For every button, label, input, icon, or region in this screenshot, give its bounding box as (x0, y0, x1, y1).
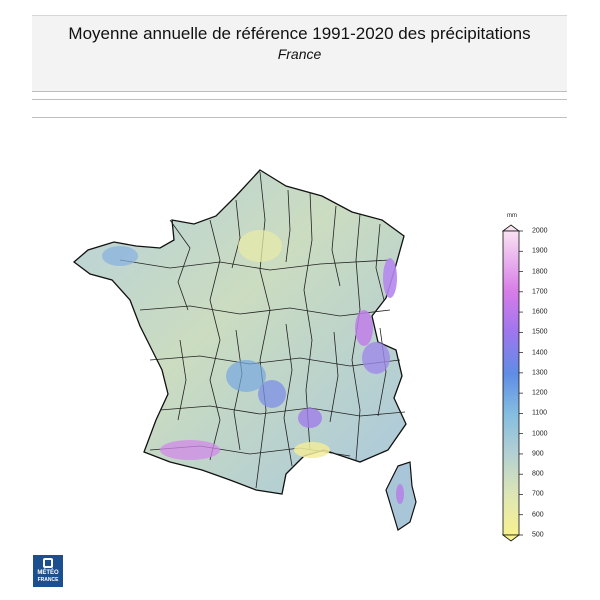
divider (32, 117, 567, 118)
legend-tick-label: 1300 (532, 369, 548, 377)
legend-tick-label: 1700 (532, 288, 548, 296)
legend-tick-label: 700 (532, 490, 544, 498)
legend-tick-label: 1400 (532, 349, 548, 357)
legend-top-arrow (501, 224, 521, 232)
logo-line1: MÉTÉO (37, 570, 59, 576)
legend-tick-label: 1100 (532, 409, 548, 417)
legend-tick-label: 900 (532, 450, 544, 458)
legend-tick-label: 2000 (532, 227, 548, 235)
page-subtitle: France (277, 46, 322, 62)
legend-tick-label: 1800 (532, 268, 548, 276)
header-panel: Moyenne annuelle de référence 1991-2020 … (32, 15, 567, 92)
legend-tick-label: 1000 (532, 430, 548, 438)
legend-tick-label: 600 (532, 511, 544, 519)
precipitation-legend (501, 224, 523, 542)
legend-tick-label: 1500 (532, 328, 548, 336)
logo-mark-icon (43, 558, 53, 568)
legend-tick-label: 1900 (532, 247, 548, 255)
legend-unit: mm (507, 213, 517, 219)
logo-line2: FRANCE (37, 577, 59, 583)
precipitation-map (72, 169, 417, 531)
page-title: Moyenne annuelle de référence 1991-2020 … (68, 24, 531, 43)
legend-tick-label: 800 (532, 470, 544, 478)
legend-tick-label: 1200 (532, 389, 548, 397)
meteo-france-logo: MÉTÉO FRANCE (33, 555, 63, 587)
high-precipitation-zones (102, 230, 397, 460)
legend-tick-label: 500 (532, 531, 544, 539)
mainland-france (72, 169, 407, 495)
legend-tick-label: 1600 (532, 308, 548, 316)
divider (32, 99, 567, 100)
legend-bottom-arrow (501, 534, 521, 542)
legend-color-bar (502, 230, 520, 536)
